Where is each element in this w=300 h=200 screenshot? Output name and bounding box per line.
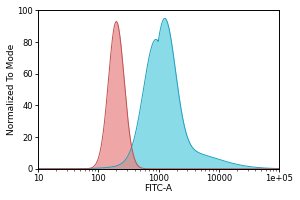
Y-axis label: Normalized To Mode: Normalized To Mode — [7, 44, 16, 135]
X-axis label: FITC-A: FITC-A — [145, 184, 172, 193]
